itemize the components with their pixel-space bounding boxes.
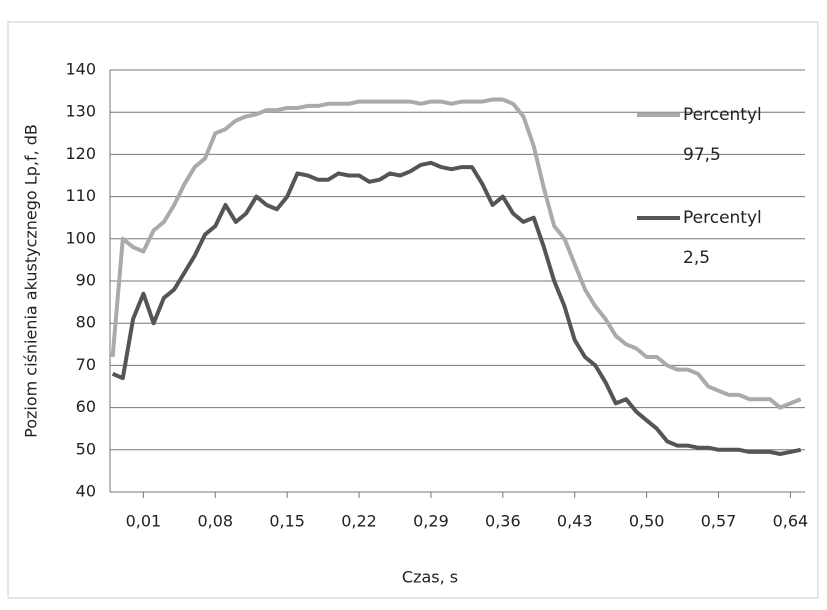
legend-label: Percentyl 2,5 xyxy=(683,208,762,268)
y-axis-label: Poziom ciśnienia akustycznego Lp,f, dB xyxy=(22,124,41,438)
x-tick-label: 0,36 xyxy=(485,512,521,531)
x-tick-label: 0,50 xyxy=(629,512,665,531)
series-line xyxy=(111,160,802,456)
x-tick-label: 0,57 xyxy=(701,512,737,531)
y-tick-label: 140 xyxy=(65,60,96,79)
chart-frame xyxy=(7,21,819,599)
y-tick-label: 80 xyxy=(76,313,96,332)
series-line xyxy=(110,97,802,410)
x-tick-label: 0,43 xyxy=(557,512,593,531)
y-tick-label: 70 xyxy=(76,355,96,374)
x-tick-label: 0,15 xyxy=(269,512,305,531)
y-tick-label: 110 xyxy=(65,186,96,205)
x-tick-label: 0,64 xyxy=(773,512,809,531)
x-tick-label: 0,29 xyxy=(413,512,449,531)
y-tick-label: 100 xyxy=(65,228,96,247)
x-tick-label: 0,01 xyxy=(126,512,162,531)
x-tick-label: 0,08 xyxy=(197,512,233,531)
y-tick-label: 50 xyxy=(76,439,96,458)
y-tick-label: 120 xyxy=(65,144,96,163)
x-axis-label: Czas, s xyxy=(402,568,458,587)
x-tick-label: 0,22 xyxy=(341,512,377,531)
y-tick-label: 130 xyxy=(65,102,96,121)
y-tick-label: 90 xyxy=(76,271,96,290)
y-tick-label: 60 xyxy=(76,397,96,416)
y-tick-label: 40 xyxy=(76,482,96,501)
legend-label: Percentyl 97,5 xyxy=(683,105,762,165)
